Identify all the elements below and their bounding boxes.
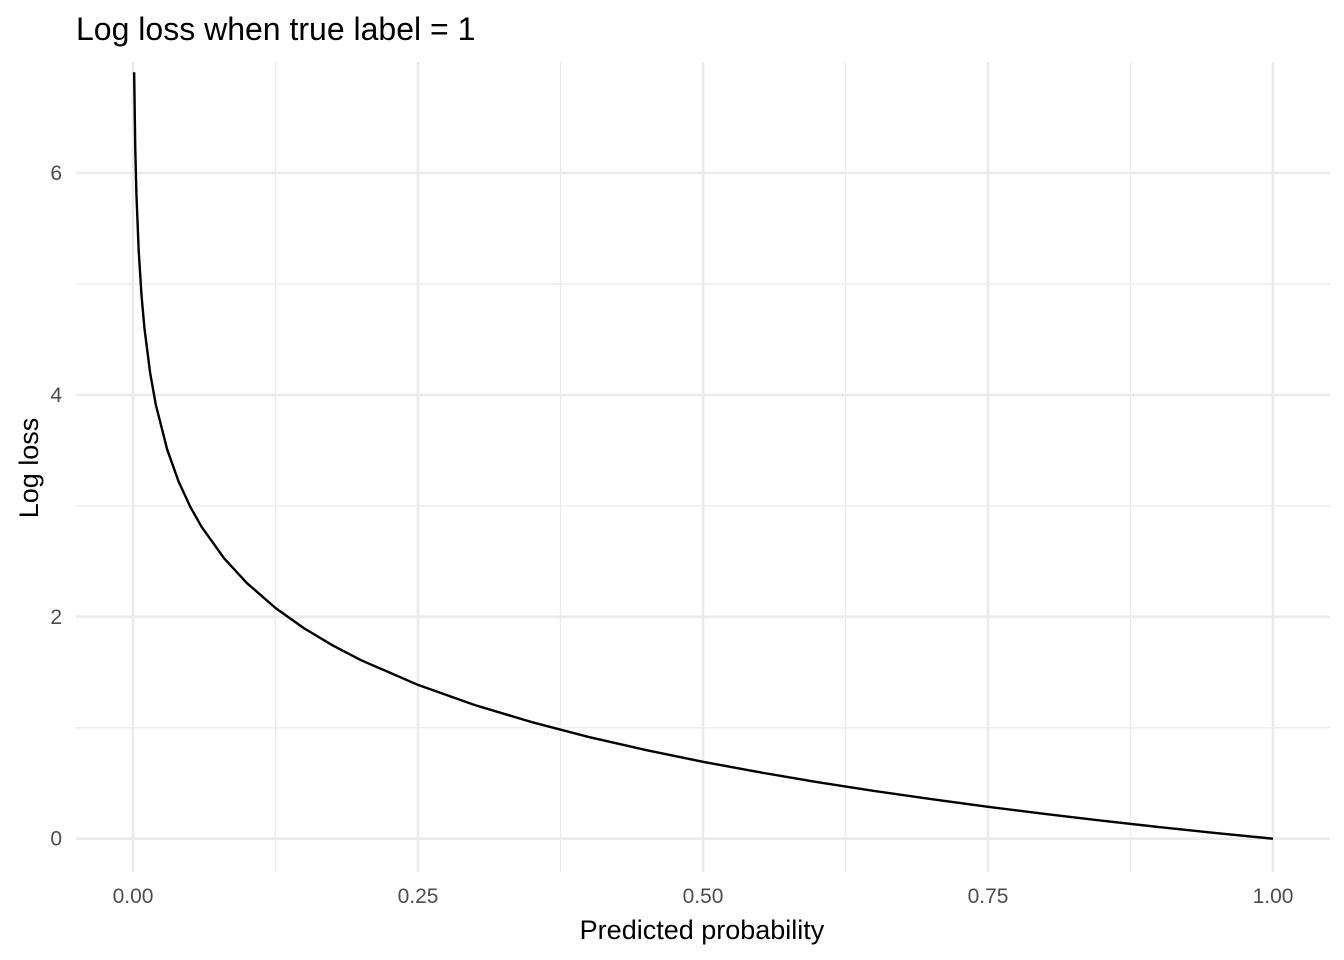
y-axis-title: Log loss [14, 418, 44, 519]
x-axis-title: Predicted probability [580, 915, 825, 945]
grid [76, 62, 1330, 872]
y-tick-label: 0 [50, 828, 62, 851]
series-layer [132, 72, 1274, 840]
log-loss-curve [132, 72, 1274, 840]
x-tick-label: 1.00 [1253, 885, 1294, 908]
x-tick-label: 0.75 [968, 885, 1009, 908]
chart-title: Log loss when true label = 1 [76, 11, 475, 47]
tick-labels: 0.00 0.25 0.50 0.75 1.00 0 2 4 6 [50, 162, 1293, 908]
y-tick-label: 6 [50, 162, 62, 185]
y-tick-label: 2 [50, 606, 62, 629]
x-tick-label: 0.25 [398, 885, 439, 908]
x-tick-label: 0.50 [683, 885, 724, 908]
y-tick-label: 4 [50, 384, 62, 407]
x-tick-label: 0.00 [113, 885, 154, 908]
